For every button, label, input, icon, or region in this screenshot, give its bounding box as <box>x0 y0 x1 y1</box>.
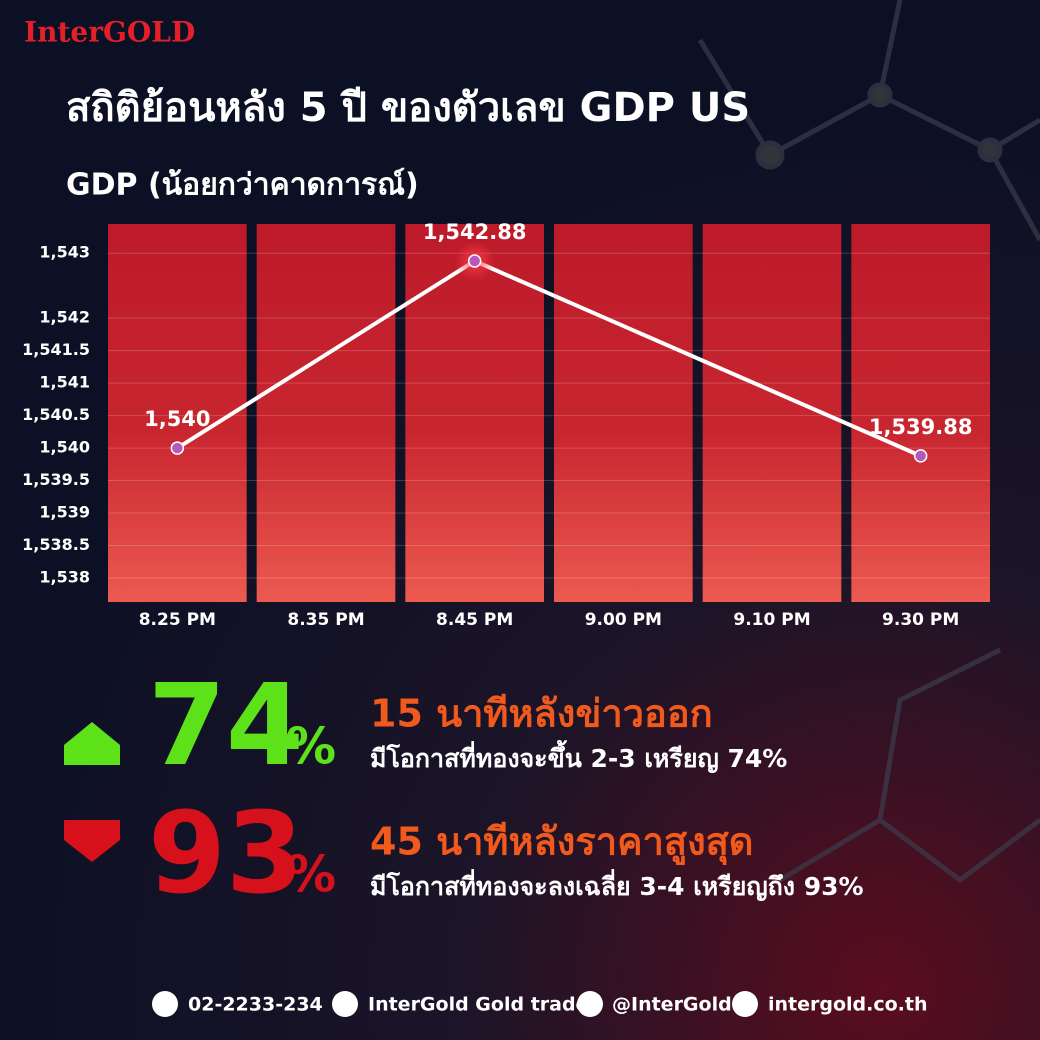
data-point <box>170 441 185 455</box>
y-tick-label: 1,539.5 <box>22 470 90 489</box>
value-label: 1,539.88 <box>869 415 973 439</box>
stat-detail: มีโอกาสที่ทองจะลงเฉลี่ย 3-4 เหรียญถึง 93… <box>370 869 864 901</box>
x-tick-label: 9.00 PM <box>585 610 662 630</box>
network-decor <box>697 0 1040 884</box>
stat-number: 74 <box>148 661 304 791</box>
data-point <box>467 254 482 268</box>
footer-contact: InterGold Gold trade <box>368 994 588 1016</box>
stat-headline: 45 นาทีหลังราคาสูงสุด <box>370 820 754 866</box>
y-tick-label: 1,541 <box>39 373 90 392</box>
x-tick-label: 8.35 PM <box>287 610 364 630</box>
value-label: 1,542.88 <box>423 220 527 244</box>
y-tick-label: 1,541.5 <box>22 340 90 359</box>
x-tick-label: 9.10 PM <box>733 610 810 630</box>
stat-detail: มีโอกาสที่ทองจะขึ้น 2-3 เหรียญ 74% <box>370 739 787 773</box>
x-tick-label: 8.45 PM <box>436 610 513 630</box>
y-tick-label: 1,538.5 <box>22 535 90 554</box>
up-icon <box>64 722 120 765</box>
column-band <box>405 224 544 602</box>
y-tick-label: 1,538 <box>39 567 90 586</box>
y-tick-label: 1,540.5 <box>22 405 90 424</box>
value-label: 1,540 <box>144 407 210 431</box>
plot: 8.25 PM 8.35 PM 8.45 PM 9.00 PM 9.10 PM 9.30 … <box>22 220 990 630</box>
column-band <box>554 224 693 602</box>
page-title: สถิติย้อนหลัง 5 ปี ของตัวเลข GDP US <box>66 85 750 131</box>
y-tick-label: 1,543 <box>39 243 90 262</box>
stat-unit: % <box>286 718 336 776</box>
x-tick-label: 9.30 PM <box>882 610 959 630</box>
y-tick-label: 1,540 <box>39 438 90 457</box>
stat-headline: 15 นาทีหลังข่าวออก <box>370 692 713 736</box>
footer-contact: 02-2233-234 <box>188 994 323 1016</box>
footer-icons <box>152 991 758 1017</box>
x-tick-label: 8.25 PM <box>139 610 216 630</box>
column-band <box>851 224 990 602</box>
column-band <box>256 224 396 602</box>
column-band <box>108 224 247 602</box>
chart-title: GDP (น้อยกว่าคาดการณ์) <box>66 168 419 203</box>
stat-number: 93 <box>148 789 304 919</box>
y-tick-label: 1,539 <box>39 503 90 522</box>
down-icon <box>64 820 120 862</box>
brand-logo: InterGOLD <box>24 16 195 49</box>
stat-unit: % <box>286 846 336 904</box>
footer-contact: intergold.co.th <box>768 994 928 1016</box>
footer-contact: @InterGold <box>612 994 732 1016</box>
data-point <box>913 449 928 463</box>
y-tick-label: 1,542 <box>39 308 90 327</box>
